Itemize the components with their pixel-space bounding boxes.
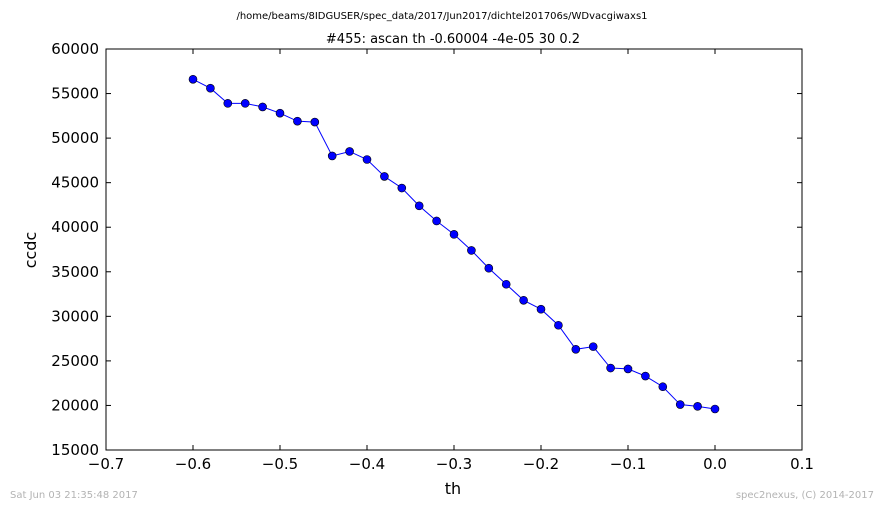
data-point — [293, 116, 302, 126]
y-tick-label: 50000 — [51, 129, 99, 147]
data-point — [606, 363, 615, 373]
y-tick-label: 45000 — [51, 174, 99, 192]
x-tick-label: −0.6 — [175, 455, 211, 473]
y-tick-label: 55000 — [51, 85, 99, 103]
x-tick-label: −0.5 — [262, 455, 298, 473]
data-point — [484, 263, 494, 273]
data-point — [310, 117, 320, 127]
data-point — [588, 342, 598, 351]
data-point — [432, 216, 441, 226]
x-tick-label: −0.2 — [523, 455, 559, 473]
y-tick-label: 40000 — [51, 218, 99, 236]
plot-area — [105, 48, 803, 451]
data-point — [641, 371, 650, 381]
data-point — [223, 99, 233, 108]
x-axis: −0.7 −0.6 −0.5 −0.4 −0.3 −0.2 −0.1 0.0 0.1 — [88, 49, 814, 473]
chart-title: #455: ascan th -0.60004 -4e-05 30 0.2 — [326, 32, 580, 47]
data-point — [536, 304, 546, 314]
data-point — [658, 382, 668, 392]
data-point — [380, 172, 389, 181]
y-axis-label: ccdc — [21, 232, 40, 269]
data-point — [240, 99, 250, 108]
data-point — [327, 151, 337, 161]
data-point — [519, 295, 528, 305]
data-point — [693, 402, 702, 411]
plot-frame — [105, 48, 803, 451]
data-point — [258, 102, 267, 112]
y-tick-label: 35000 — [51, 263, 99, 281]
y-tick-label: 25000 — [51, 352, 99, 370]
x-tick-label: −0.7 — [88, 455, 124, 473]
chart-suptitle: /home/beams/8IDGUSER/spec_data/2017/Jun2… — [236, 11, 647, 22]
x-tick-label: 0.1 — [790, 455, 814, 473]
y-tick-label: 30000 — [51, 307, 99, 325]
data-point — [414, 201, 424, 211]
data-point — [362, 155, 372, 164]
data-point — [675, 400, 685, 409]
y-tick-label: 20000 — [51, 396, 99, 414]
data-point — [275, 108, 285, 118]
series-line — [192, 78, 716, 410]
data-point — [467, 246, 476, 255]
data-point — [571, 345, 581, 354]
data-point — [554, 320, 563, 330]
y-tick-label: 60000 — [51, 40, 99, 58]
data-point — [397, 183, 407, 193]
x-tick-label: −0.3 — [436, 455, 472, 473]
data-point — [710, 404, 720, 414]
y-axis: 15000 20000 25000 30000 35000 40000 45000 50000… — [51, 40, 802, 459]
data-point — [206, 83, 215, 93]
data-point — [449, 230, 459, 239]
data-point — [623, 364, 633, 374]
data-point — [345, 147, 354, 156]
data-point — [501, 279, 511, 289]
x-tick-label: −0.1 — [610, 455, 646, 473]
footer-timestamp: Sat Jun 03 21:35:48 2017 — [10, 490, 138, 501]
footer-credit: spec2nexus, (C) 2014-2017 — [736, 490, 874, 501]
x-tick-label: 0.0 — [703, 455, 727, 473]
x-tick-label: −0.4 — [349, 455, 385, 473]
data-point — [188, 74, 198, 84]
y-tick-label: 15000 — [51, 441, 99, 459]
x-axis-label: th — [445, 479, 461, 498]
